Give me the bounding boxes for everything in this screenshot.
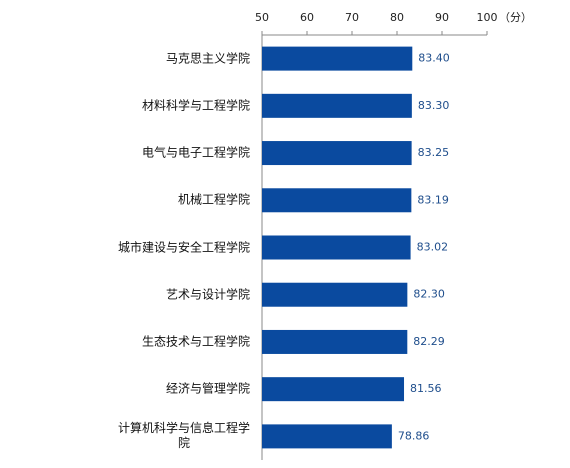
value-label: 83.25: [418, 146, 450, 159]
category-label: 经济与管理学院: [165, 381, 250, 396]
value-label: 78.86: [398, 429, 430, 442]
x-tick-label: 60: [300, 11, 314, 24]
x-tick-label: 50: [255, 11, 269, 24]
value-label: 81.56: [410, 382, 442, 395]
x-tick-label: 100: [477, 11, 498, 24]
value-label: 82.29: [413, 335, 445, 348]
category-label: 城市建设与安全工程学院: [118, 240, 251, 254]
category-label: 机械工程学院: [177, 192, 250, 207]
bar: [262, 93, 412, 118]
value-label: 83.40: [418, 52, 450, 65]
value-label: 82.30: [413, 288, 445, 301]
bar: [262, 329, 408, 354]
category-label: 马克思主义学院: [165, 51, 250, 66]
value-label: 83.02: [417, 241, 449, 254]
x-tick-label: 80: [390, 11, 404, 24]
bar: [262, 282, 408, 307]
bar: [262, 377, 405, 402]
bar: [262, 235, 411, 260]
x-tick-label: 90: [435, 11, 449, 24]
bar: [262, 424, 392, 449]
value-label: 83.19: [417, 193, 449, 206]
category-label: 计算机科学与信息工程学院: [118, 421, 251, 451]
bar: [262, 141, 412, 166]
value-label: 83.30: [418, 99, 450, 112]
bar: [262, 188, 412, 213]
category-label: 电气与电子工程学院: [141, 145, 250, 160]
category-label: 生态技术与工程学院: [141, 334, 250, 349]
category-label: 艺术与设计学院: [165, 287, 250, 302]
x-tick-label: 70: [345, 11, 359, 24]
bar: [262, 46, 413, 71]
category-label: 材料科学与工程学院: [141, 98, 250, 113]
unit-label: （分）: [499, 11, 532, 24]
